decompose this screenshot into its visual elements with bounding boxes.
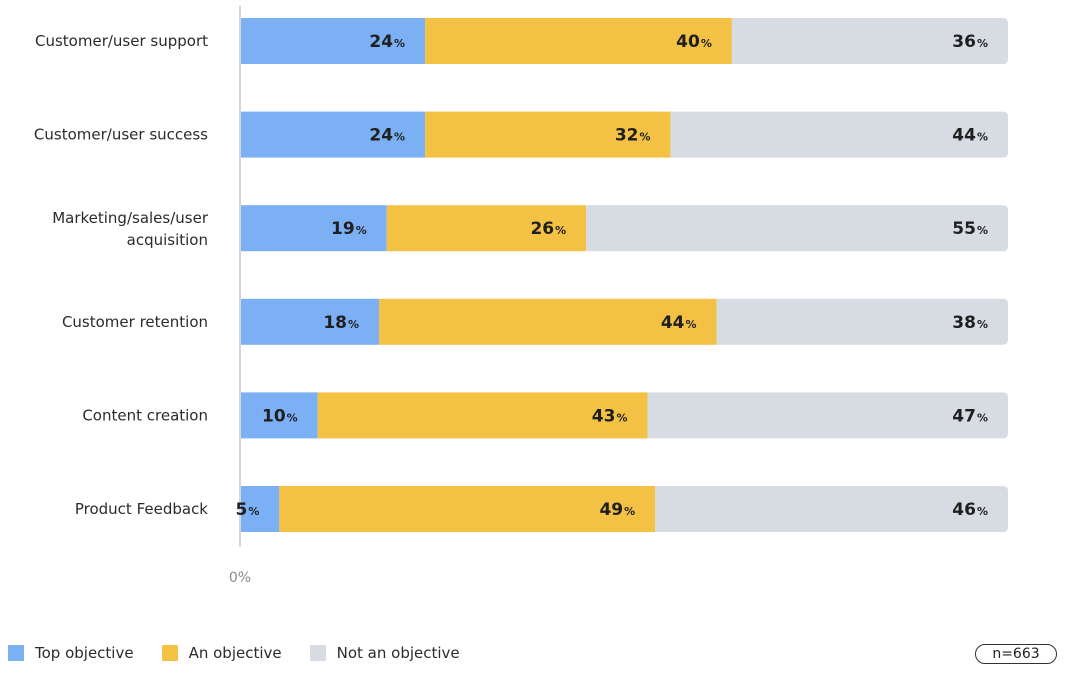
data-label-top-objective-product-feedback: 5% <box>235 500 259 520</box>
data-label-an-objective-customer-retention: 44% <box>661 313 697 333</box>
legend-item-top-objective[interactable]: Top objective <box>8 644 134 662</box>
data-label-top-objective-marketing-sales-user-acquisition: 19% <box>331 219 367 239</box>
bar-an-objective-content-creation[interactable] <box>317 392 648 439</box>
bar-top-objective-customer-user-success[interactable] <box>241 111 426 158</box>
legend: Top objective An objective Not an object… <box>8 644 488 662</box>
data-label-not-an-objective-product-feedback: 46% <box>952 500 988 520</box>
data-label-an-objective-product-feedback: 49% <box>599 500 635 520</box>
sample-size-badge: n=663 <box>975 644 1057 664</box>
legend-swatch-top-objective <box>8 645 24 661</box>
category-label-customer-user-success: Customer/user success <box>34 126 208 144</box>
bar-not-an-objective-customer-user-success[interactable] <box>670 111 1008 158</box>
category-label-customer-user-support: Customer/user support <box>35 32 208 50</box>
bar-top-objective-customer-retention[interactable] <box>241 298 380 345</box>
bar-an-objective-marketing-sales-user-acquisition[interactable] <box>386 205 587 252</box>
bar-not-an-objective-product-feedback[interactable] <box>655 486 1008 532</box>
bar-an-objective-customer-retention[interactable] <box>379 298 717 345</box>
bar-top-objective-marketing-sales-user-acquisition[interactable] <box>241 205 387 252</box>
data-label-not-an-objective-marketing-sales-user-acquisition: 55% <box>952 219 988 239</box>
category-label-marketing-sales-user-acquisition: Marketing/sales/user acquisition <box>52 209 209 249</box>
data-label-top-objective-customer-retention: 18% <box>323 313 359 333</box>
bar-an-objective-customer-user-support[interactable] <box>425 18 732 64</box>
data-label-an-objective-customer-user-success: 32% <box>615 126 651 146</box>
data-label-not-an-objective-customer-user-support: 36% <box>952 32 988 52</box>
bar-not-an-objective-customer-retention[interactable] <box>716 298 1008 345</box>
bar-top-objective-content-creation[interactable] <box>241 392 318 439</box>
legend-swatch-an-objective <box>161 645 178 661</box>
category-label-customer-retention: Customer retention <box>62 313 208 331</box>
legend-item-an-objective[interactable]: An objective <box>161 644 282 662</box>
data-label-an-objective-content-creation: 43% <box>592 406 628 426</box>
data-label-top-objective-customer-user-support: 24% <box>369 32 405 52</box>
bar-not-an-objective-content-creation[interactable] <box>647 392 1008 439</box>
category-labels-group: Customer/user support Customer/user succe… <box>34 32 209 518</box>
data-label-top-objective-customer-user-success: 24% <box>369 126 405 146</box>
legend-label-an-objective: An objective <box>188 644 282 662</box>
legend-label-top-objective: Top objective <box>35 644 134 662</box>
data-label-an-objective-customer-user-support: 40% <box>676 32 712 52</box>
bar-top-objective-customer-user-support[interactable] <box>241 18 426 64</box>
data-label-not-an-objective-content-creation: 47% <box>952 406 988 426</box>
bars-group: 24% 40% 36% 24% 32% 44% 19% 26% 55% 18% 44% 38% 10% 4… <box>235 18 1008 532</box>
data-label-not-an-objective-customer-user-success: 44% <box>952 126 988 146</box>
legend-label-not-an-objective: Not an objective <box>336 644 460 662</box>
legend-swatch-not-an-objective <box>309 645 326 661</box>
category-label-content-creation: Content creation <box>82 406 208 424</box>
bar-an-objective-product-feedback[interactable] <box>279 486 656 532</box>
data-label-not-an-objective-customer-retention: 38% <box>952 313 988 333</box>
bar-not-an-objective-customer-user-support[interactable] <box>731 18 1008 64</box>
data-label-top-objective-content-creation: 10% <box>262 406 298 426</box>
category-label-product-feedback: Product Feedback <box>75 500 208 518</box>
x-axis-tick-label: 0% <box>229 570 251 586</box>
legend-item-not-an-objective[interactable]: Not an objective <box>309 644 460 662</box>
bar-an-objective-customer-user-success[interactable] <box>425 111 671 158</box>
bar-not-an-objective-marketing-sales-user-acquisition[interactable] <box>586 205 1008 252</box>
data-label-an-objective-marketing-sales-user-acquisition: 26% <box>530 219 566 239</box>
bar-top-objective-product-feedback[interactable] <box>241 486 280 532</box>
